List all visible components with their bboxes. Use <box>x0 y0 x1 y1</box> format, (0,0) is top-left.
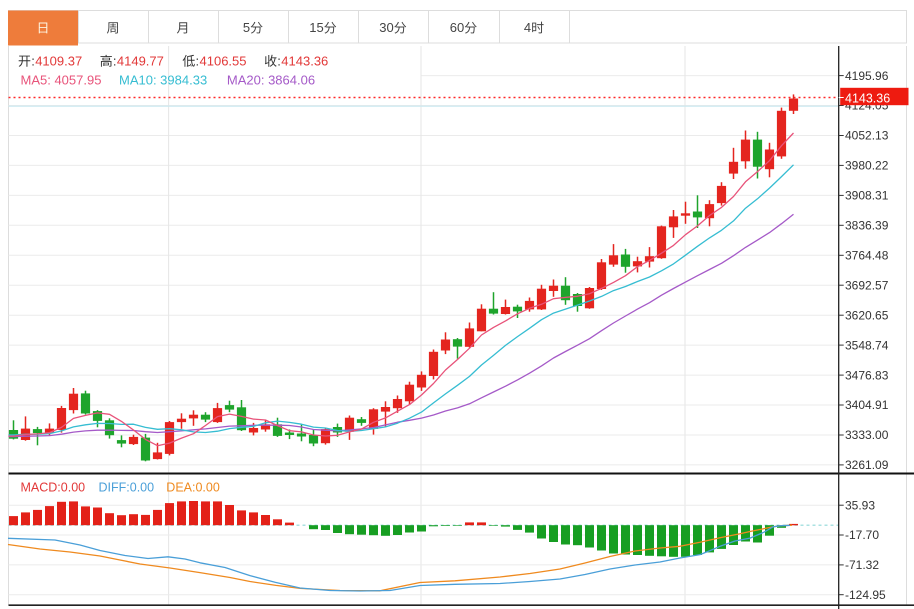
svg-text:MACD:0.00: MACD:0.00 <box>21 480 86 494</box>
svg-text:30: 30 <box>379 20 393 35</box>
svg-text:60: 60 <box>450 20 464 35</box>
svg-text:4109.37: 4109.37 <box>35 54 82 69</box>
svg-text::: : <box>196 54 200 69</box>
svg-text:3908.31: 3908.31 <box>845 189 889 203</box>
svg-text:DEA:0.00: DEA:0.00 <box>166 480 220 494</box>
svg-text:4149.77: 4149.77 <box>117 54 164 69</box>
svg-text:4143.36: 4143.36 <box>845 91 890 105</box>
svg-text:4195.96: 4195.96 <box>845 69 889 83</box>
svg-text:-17.70: -17.70 <box>845 528 879 542</box>
svg-text:MA5: 4057.95: MA5: 4057.95 <box>21 73 102 88</box>
svg-text:3620.65: 3620.65 <box>845 308 889 322</box>
svg-text:3980.22: 3980.22 <box>845 159 889 173</box>
svg-text::: : <box>31 54 35 69</box>
svg-text:4143.36: 4143.36 <box>281 54 328 69</box>
svg-text:3548.74: 3548.74 <box>845 338 889 352</box>
svg-text:4052.13: 4052.13 <box>845 129 889 143</box>
svg-text:3476.83: 3476.83 <box>845 368 889 382</box>
svg-text:4106.55: 4106.55 <box>200 54 247 69</box>
svg-text:3261.09: 3261.09 <box>845 458 889 472</box>
svg-text::: : <box>113 54 117 69</box>
svg-text:3692.57: 3692.57 <box>845 278 889 292</box>
svg-text::: : <box>277 54 281 69</box>
svg-text:4: 4 <box>524 20 531 35</box>
svg-text:-124.95: -124.95 <box>845 588 886 602</box>
svg-text:3764.48: 3764.48 <box>845 249 889 263</box>
svg-text:MA10: 3984.33: MA10: 3984.33 <box>119 73 207 88</box>
svg-text:-71.32: -71.32 <box>845 558 879 572</box>
svg-text:15: 15 <box>309 20 323 35</box>
svg-text:3836.39: 3836.39 <box>845 219 889 233</box>
svg-text:DIFF:0.00: DIFF:0.00 <box>99 480 155 494</box>
svg-text:5: 5 <box>243 20 250 35</box>
svg-text:MA20: 3864.06: MA20: 3864.06 <box>227 73 315 88</box>
svg-text:3333.00: 3333.00 <box>845 428 889 442</box>
svg-text:3404.91: 3404.91 <box>845 398 889 412</box>
svg-text:35.93: 35.93 <box>845 498 875 512</box>
